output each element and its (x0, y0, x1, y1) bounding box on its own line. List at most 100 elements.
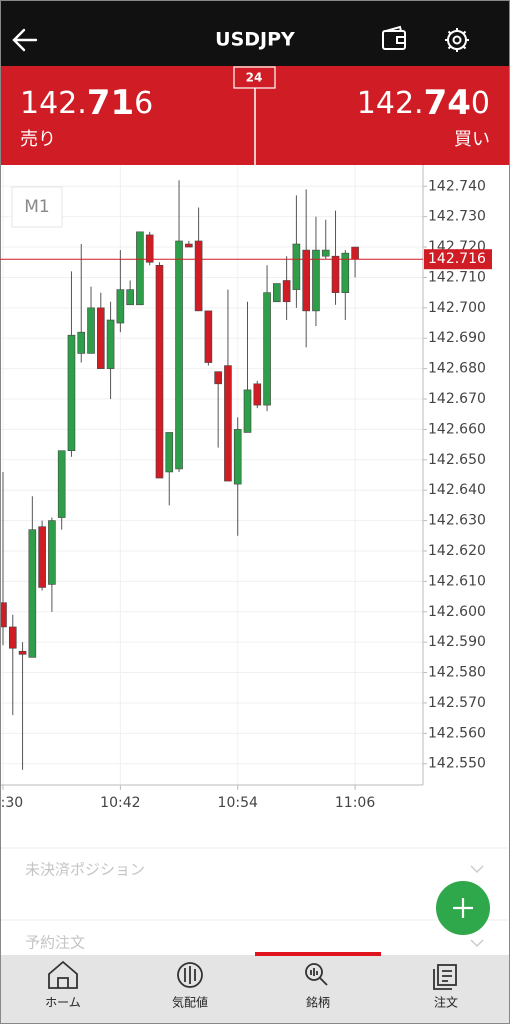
y-tick-label: 142.610 (428, 573, 486, 589)
y-tick-label: 142.550 (428, 756, 486, 772)
nav-quotes[interactable] (127, 955, 255, 1024)
y-tick-label: 142.690 (428, 330, 486, 346)
candle-body (194, 240, 203, 312)
candle-body (57, 450, 66, 518)
timeframe: M1 (24, 197, 49, 217)
active-indicator (255, 952, 381, 956)
panel-title: 予約注文 (25, 934, 85, 952)
nav-label: 気配値 (172, 995, 208, 1010)
candle-body (253, 383, 262, 406)
panel-title: 未決済ポジション (25, 861, 145, 879)
nav-symbols[interactable] (255, 955, 383, 1024)
settings-button[interactable] (445, 28, 469, 52)
nav-icons (48, 960, 457, 990)
y-tick-label: 142.560 (428, 725, 486, 741)
current-price-label: 142.716 (428, 251, 486, 267)
y-tick-label: 142.620 (428, 543, 486, 559)
timeframe-button[interactable] (11, 186, 63, 228)
candle-body (77, 331, 86, 354)
bid-prefix: 142. (20, 86, 87, 121)
axis-labels: 142.740142.730142.720142.710142.700142.6… (0, 178, 486, 811)
ask-big: 74 (424, 83, 471, 123)
candles (0, 180, 359, 770)
nav-label: ホーム (45, 996, 81, 1010)
positions-panel[interactable] (0, 849, 510, 919)
bid-big: 71 (87, 83, 134, 123)
y-tick-label: 142.640 (428, 482, 486, 498)
candle-body (175, 240, 183, 470)
y-tick-label: 142.680 (428, 361, 486, 377)
candle-body (243, 389, 252, 433)
ask-suffix: 0 (471, 86, 490, 121)
y-tick-label: 142.630 (428, 513, 486, 529)
candle-body (155, 264, 164, 479)
candle-body (233, 429, 242, 485)
back-button[interactable] (12, 28, 38, 52)
candle-body (312, 249, 320, 312)
candle-body (106, 319, 115, 369)
nav-orders[interactable] (383, 955, 510, 1024)
chevron (470, 939, 484, 948)
candle-body (126, 289, 134, 306)
bid-label: 売り (20, 129, 56, 150)
x-tick-label: 10:42 (100, 795, 140, 811)
candle-body (263, 292, 271, 406)
chevron (470, 865, 484, 874)
x-tick-label: 10:54 (218, 795, 258, 811)
nav-label: 注文 (434, 995, 458, 1010)
symbol-title: USDJPY (215, 29, 295, 51)
app-bar (0, 0, 510, 66)
candle-body (28, 529, 37, 658)
candle-body (18, 650, 27, 655)
y-tick-label: 142.650 (428, 452, 486, 468)
nav-label: 銘柄 (306, 995, 330, 1010)
spread-box (233, 66, 276, 89)
candle-body (224, 365, 232, 482)
buy-button[interactable] (256, 66, 510, 165)
candle-body (331, 255, 340, 293)
bid-suffix: 6 (134, 86, 153, 121)
y-tick-label: 142.570 (428, 695, 486, 711)
current-price-tag (424, 249, 492, 270)
candle-body (136, 231, 144, 306)
order-icon (437, 964, 457, 986)
x-tick-label: 11:06 (335, 795, 375, 811)
candle-body (273, 283, 281, 303)
spread: 24 (246, 71, 263, 85)
bid-price: 142.716 (20, 83, 153, 123)
bottom-nav (0, 955, 510, 1024)
nav-home[interactable] (0, 955, 127, 1024)
search-icon (305, 963, 323, 981)
candle-body (145, 234, 154, 263)
candle-body (282, 280, 291, 303)
y-tick-label: 142.710 (428, 269, 486, 285)
candle-body (87, 307, 95, 354)
ask-price: 142.740 (357, 83, 490, 123)
y-tick-label: 142.670 (428, 391, 486, 407)
candle-body (302, 249, 310, 312)
candle-body (48, 520, 56, 585)
home-icon (48, 960, 78, 989)
candle-body (38, 526, 46, 588)
candle-body (165, 432, 174, 473)
y-tick-label: 142.740 (428, 178, 486, 194)
candle-body (204, 310, 213, 363)
candle-body (341, 252, 350, 293)
candle-body (8, 626, 17, 649)
orders-panel[interactable] (0, 921, 510, 953)
y-tick-label: 142.700 (428, 300, 486, 316)
y-tick-label: 142.580 (428, 665, 486, 681)
sell-button[interactable] (0, 66, 254, 165)
candle-body (67, 334, 76, 451)
candle-body (97, 307, 105, 369)
y-tick-label: 142.660 (428, 421, 486, 437)
wallet-button[interactable] (382, 25, 406, 50)
ask-prefix: 142. (357, 86, 424, 121)
search-icon-lines (310, 968, 328, 986)
order-icon-lines (433, 969, 452, 990)
y-tick-label: 142.600 (428, 604, 486, 620)
candle-body (185, 243, 193, 248)
y-tick-label: 142.590 (428, 634, 486, 650)
ask-label: 買い (454, 129, 490, 150)
